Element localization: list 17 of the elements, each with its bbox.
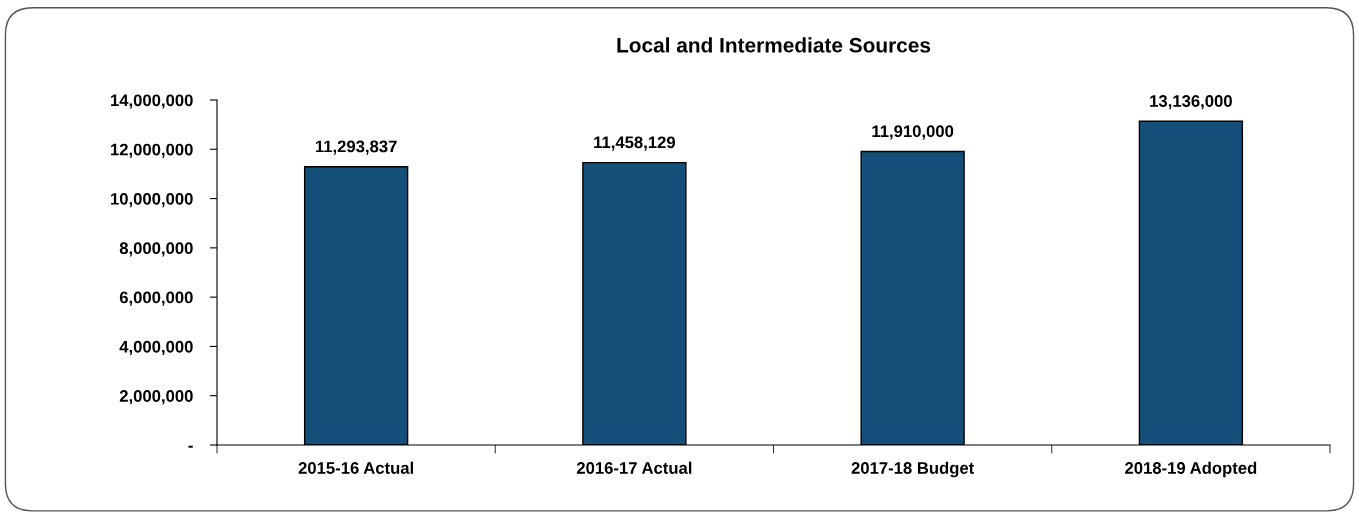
x-tick-label: 2017-18 Budget bbox=[851, 461, 975, 478]
data-label: 11,293,837 bbox=[315, 140, 397, 155]
data-label: 11,458,129 bbox=[594, 136, 676, 151]
y-tick-label: 4,000,000 bbox=[119, 340, 193, 356]
y-tick-label: 2,000,000 bbox=[119, 390, 193, 405]
x-tick-label: 2016-17 Actual bbox=[576, 461, 692, 474]
y-tick-label: 8,000,000 bbox=[119, 242, 193, 257]
data-label: 11,910,000 bbox=[872, 125, 954, 140]
x-tick-label: 2015-16 Actual bbox=[298, 461, 413, 474]
chart-title: Local and Intermediate Sources bbox=[617, 37, 931, 53]
x-tick-label: 2018-19 Adopted bbox=[1125, 461, 1257, 478]
y-tick-label: 6,000,000 bbox=[119, 291, 193, 306]
y-tick-label: 12,000,000 bbox=[111, 143, 193, 158]
y-tick-label: 14,000,000 bbox=[111, 94, 193, 109]
data-label: 13,136,000 bbox=[1150, 95, 1232, 110]
y-tick-label: 10,000,000 bbox=[111, 192, 193, 208]
y-tick-label: - bbox=[188, 445, 193, 448]
